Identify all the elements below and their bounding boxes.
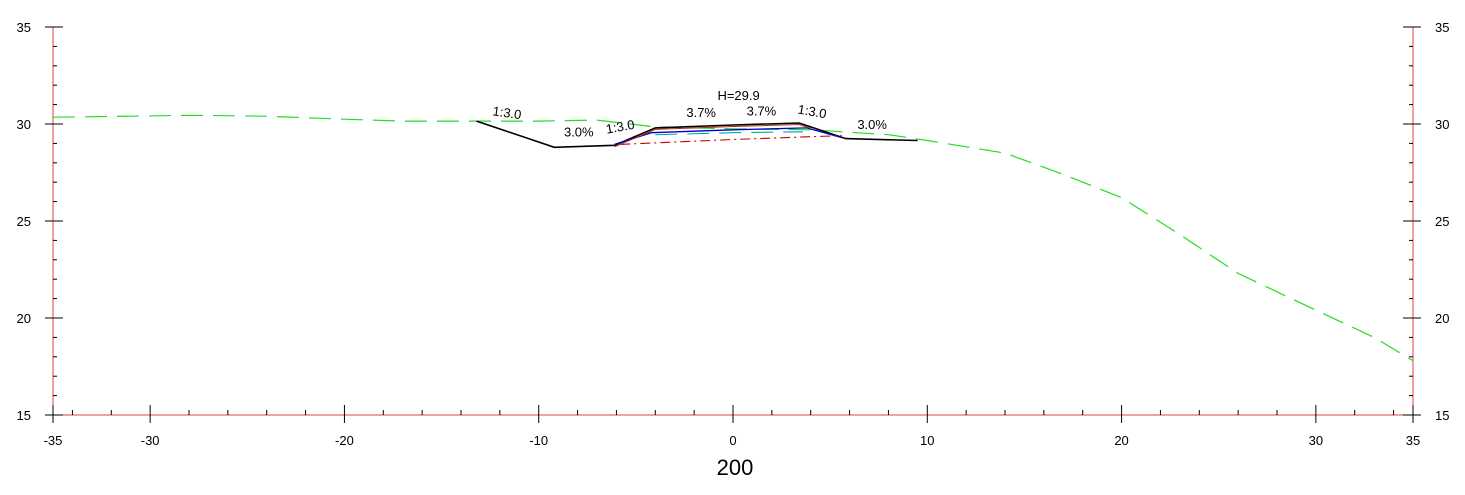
- y-tick-label-left: 15: [17, 408, 31, 423]
- y-tick-label-right: 30: [1435, 117, 1449, 132]
- x-tick-label: -35: [44, 433, 63, 448]
- y-tick-label-right: 15: [1435, 408, 1449, 423]
- y-tick-label-left: 25: [17, 214, 31, 229]
- x-tick-label: -20: [335, 433, 354, 448]
- annotation-label: 3.0%: [564, 125, 594, 140]
- axes: 15 15 20 20 25 25 30 30 35 35 -35 -30 -20 -10 0 10 20 30 3…: [17, 20, 1450, 448]
- annotation-label: 1:3.0: [797, 102, 828, 122]
- annotation-label: 3.7%: [747, 103, 777, 118]
- series-ground: [52, 114, 1414, 362]
- y-tick-label-right: 20: [1435, 311, 1449, 326]
- y-tick-label-left: 30: [17, 117, 31, 132]
- x-tick-label: 0: [729, 433, 736, 448]
- annotation-label: 1:3.0: [605, 117, 636, 137]
- annotation-label: 3.0%: [857, 117, 887, 132]
- station-label: 200: [717, 455, 754, 480]
- series-lines: [52, 114, 1414, 362]
- series-design: [476, 120, 918, 149]
- y-tick-label-left: 20: [17, 311, 31, 326]
- y-tick-label-right: 25: [1435, 214, 1449, 229]
- series-subgrade: [620, 135, 842, 145]
- x-tick-label: 10: [920, 433, 934, 448]
- series-pavement-top: [614, 123, 811, 148]
- annotation-label: 1:3.0: [492, 103, 523, 122]
- annotation-label: H=29.9: [717, 88, 759, 103]
- x-tick-label: -10: [529, 433, 548, 448]
- x-tick-label: -30: [141, 433, 160, 448]
- annotations: H=29.9 1:3.0 3.0% 1:3.0 3.7% 3.7% 1:3.0 3.0%: [492, 88, 888, 140]
- annotation-label: 3.7%: [686, 105, 716, 120]
- series-inner-layer: [655, 131, 803, 136]
- x-tick-label: 30: [1309, 433, 1323, 448]
- x-tick-label: 35: [1406, 433, 1420, 448]
- y-tick-label-left: 35: [17, 20, 31, 35]
- x-tick-label: 20: [1114, 433, 1128, 448]
- y-tick-label-right: 35: [1435, 20, 1449, 35]
